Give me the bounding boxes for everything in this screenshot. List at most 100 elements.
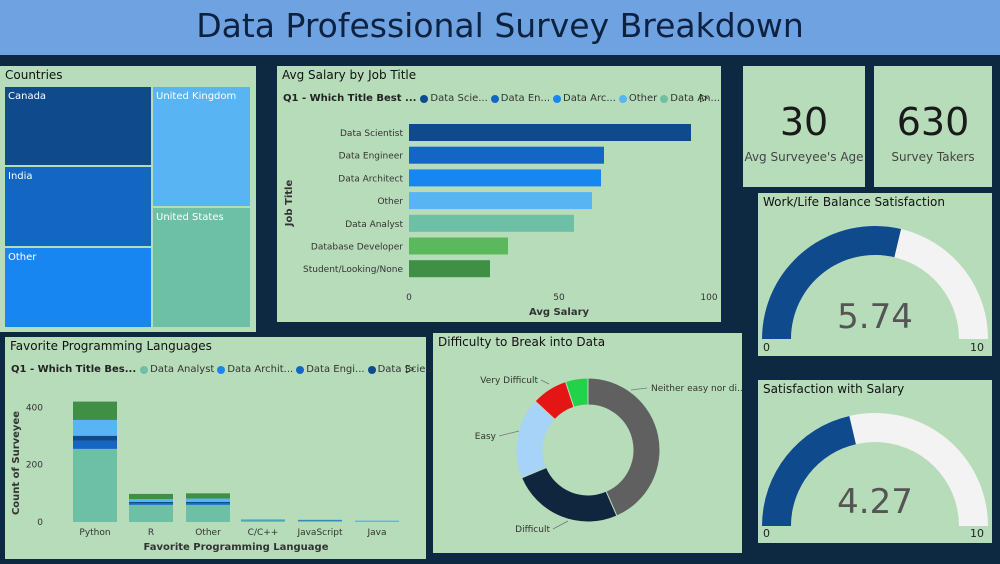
legend-title: Q1 - Which Title Bes... xyxy=(11,364,137,375)
language-category-label: R xyxy=(148,528,154,538)
salary-bar[interactable] xyxy=(409,214,574,232)
donut-slice-label: Difficult xyxy=(515,525,550,535)
legend-item[interactable]: Data Engi... xyxy=(296,364,365,375)
salary-x-tick: 100 xyxy=(700,293,717,303)
language-category-label: C/C++ xyxy=(248,528,279,538)
language-y-tick: 0 xyxy=(37,518,43,528)
language-bar-segment[interactable] xyxy=(355,521,399,522)
legend-label: Data Scie... xyxy=(430,93,488,104)
header-bar: Data Professional Survey Breakdown xyxy=(0,0,1000,55)
tile-united-kingdom[interactable]: United Kingdom xyxy=(152,86,251,207)
language-bar-segment[interactable] xyxy=(186,504,230,522)
language-bar-segment[interactable] xyxy=(73,448,117,522)
kpi-age-value: 30 xyxy=(779,100,829,144)
tile-india[interactable]: India xyxy=(4,166,152,247)
donut-leader-line xyxy=(498,430,520,437)
worklife-gauge: 5.74 0 10 xyxy=(762,226,988,354)
language-category-label: JavaScript xyxy=(296,528,343,538)
language-bar-segment[interactable] xyxy=(298,520,342,522)
legend-item[interactable]: Data Scie... xyxy=(367,364,435,375)
language-bar-segment[interactable] xyxy=(73,435,117,441)
gauge-fill xyxy=(762,415,856,526)
salary-bar[interactable] xyxy=(409,169,601,187)
page-title: Data Professional Survey Breakdown xyxy=(196,6,804,45)
salary-category-label: Other xyxy=(377,197,403,207)
donut-leader-line xyxy=(630,387,648,391)
donut-slice[interactable] xyxy=(520,466,618,523)
legend-item[interactable]: Data An... xyxy=(660,93,720,104)
difficulty-donut-chart: Neither easy nor di... Difficult Easy Very … xyxy=(475,376,742,535)
legend-item[interactable]: Data Scie... xyxy=(420,93,488,104)
legend-label: Data Arc... xyxy=(563,93,616,104)
donut-leader-line xyxy=(540,379,550,385)
tile-other[interactable]: Other xyxy=(4,247,152,328)
language-bar-segment[interactable] xyxy=(129,493,173,500)
salary-bar[interactable] xyxy=(409,124,691,141)
language-bar-segment[interactable] xyxy=(73,401,117,420)
play-icon[interactable]: ▷ xyxy=(700,91,709,104)
languages-title: Favorite Programming Languages xyxy=(10,339,212,353)
legend-label: Data Engi... xyxy=(306,364,365,375)
avg-salary-panel: Avg Salary by Job Title Q1 - Which Title… xyxy=(277,66,721,322)
gauge-max-label: 10 xyxy=(970,527,984,540)
salary-bar[interactable] xyxy=(409,260,490,278)
salary-category-label: Database Developer xyxy=(311,243,403,253)
language-bar-segment[interactable] xyxy=(129,501,173,504)
language-bar-segment[interactable] xyxy=(186,493,230,499)
gauge-max-label: 10 xyxy=(970,341,984,354)
tile-label: Canada xyxy=(8,91,47,102)
gauge-value: 4.27 xyxy=(837,482,913,522)
language-bar-segment[interactable] xyxy=(73,419,117,436)
gauge-fill xyxy=(762,226,902,339)
language-bar-segment[interactable] xyxy=(129,504,173,522)
tile-canada[interactable]: Canada xyxy=(4,86,152,166)
legend-item[interactable]: Data Arc... xyxy=(553,93,616,104)
language-bar-segment[interactable] xyxy=(129,499,173,502)
difficulty-panel: Difficulty to Break into Data Neither ea… xyxy=(433,333,742,553)
legend-item[interactable]: Other xyxy=(618,93,658,104)
salary-category-label: Data Scientist xyxy=(340,129,403,139)
salary-bar[interactable] xyxy=(409,237,508,255)
donut-slice[interactable] xyxy=(564,377,589,408)
salary-category-label: Data Analyst xyxy=(345,220,403,230)
tile-label: India xyxy=(8,171,33,182)
play-icon[interactable]: ▷ xyxy=(406,362,415,375)
language-bar-segment[interactable] xyxy=(73,440,117,449)
languages-legend: Q1 - Which Title Bes... Data Analyst Dat… xyxy=(11,364,438,375)
salary-x-tick: 50 xyxy=(553,293,565,303)
language-category-label: Python xyxy=(79,528,110,538)
language-bar-segment[interactable] xyxy=(129,503,173,505)
language-bar-segment[interactable] xyxy=(186,501,230,504)
salary-category-label: Student/Looking/None xyxy=(303,265,403,275)
salary-bar[interactable] xyxy=(409,146,604,164)
kpi-takers-card: 630 Survey Takers xyxy=(874,66,992,187)
language-bar-segment[interactable] xyxy=(241,520,285,522)
language-y-tick: 200 xyxy=(26,461,43,471)
legend-item[interactable]: Data Analyst xyxy=(140,364,214,375)
legend-label: Data En... xyxy=(500,93,551,104)
salary-gauge-panel: Satisfaction with Salary 4.27 0 10 xyxy=(758,380,992,543)
kpi-age-label: Avg Surveyee's Age xyxy=(744,150,864,164)
gauge-title: Work/Life Balance Satisfaction xyxy=(763,195,945,209)
language-bar-segment[interactable] xyxy=(186,498,230,502)
legend-label: Data An... xyxy=(670,93,721,104)
kpi-takers-value: 630 xyxy=(896,100,970,144)
language-bar-segment[interactable] xyxy=(186,503,230,505)
donut-slice[interactable] xyxy=(587,377,661,517)
legend-item[interactable]: Data En... xyxy=(490,93,551,104)
legend-label: Other xyxy=(628,93,658,104)
gauge-min-label: 0 xyxy=(763,341,770,354)
gauge-min-label: 0 xyxy=(763,527,770,540)
legend-item[interactable]: Data Archit... xyxy=(217,364,293,375)
difficulty-title: Difficulty to Break into Data xyxy=(438,335,606,349)
salary-category-label: Data Engineer xyxy=(339,152,404,162)
salary-y-axis-label: Job Title xyxy=(284,180,295,228)
tile-united-states[interactable]: United States xyxy=(152,207,251,328)
donut-slice-label: Neither easy nor di... xyxy=(651,384,742,394)
language-y-axis-label: Count of Surveyee xyxy=(11,411,22,515)
salary-bar[interactable] xyxy=(409,192,592,210)
tile-label: United Kingdom xyxy=(156,91,237,102)
language-x-axis-label: Favorite Programming Language xyxy=(144,542,329,553)
language-category-label: Other xyxy=(195,528,221,538)
kpi-age-card: 30 Avg Surveyee's Age xyxy=(743,66,865,187)
